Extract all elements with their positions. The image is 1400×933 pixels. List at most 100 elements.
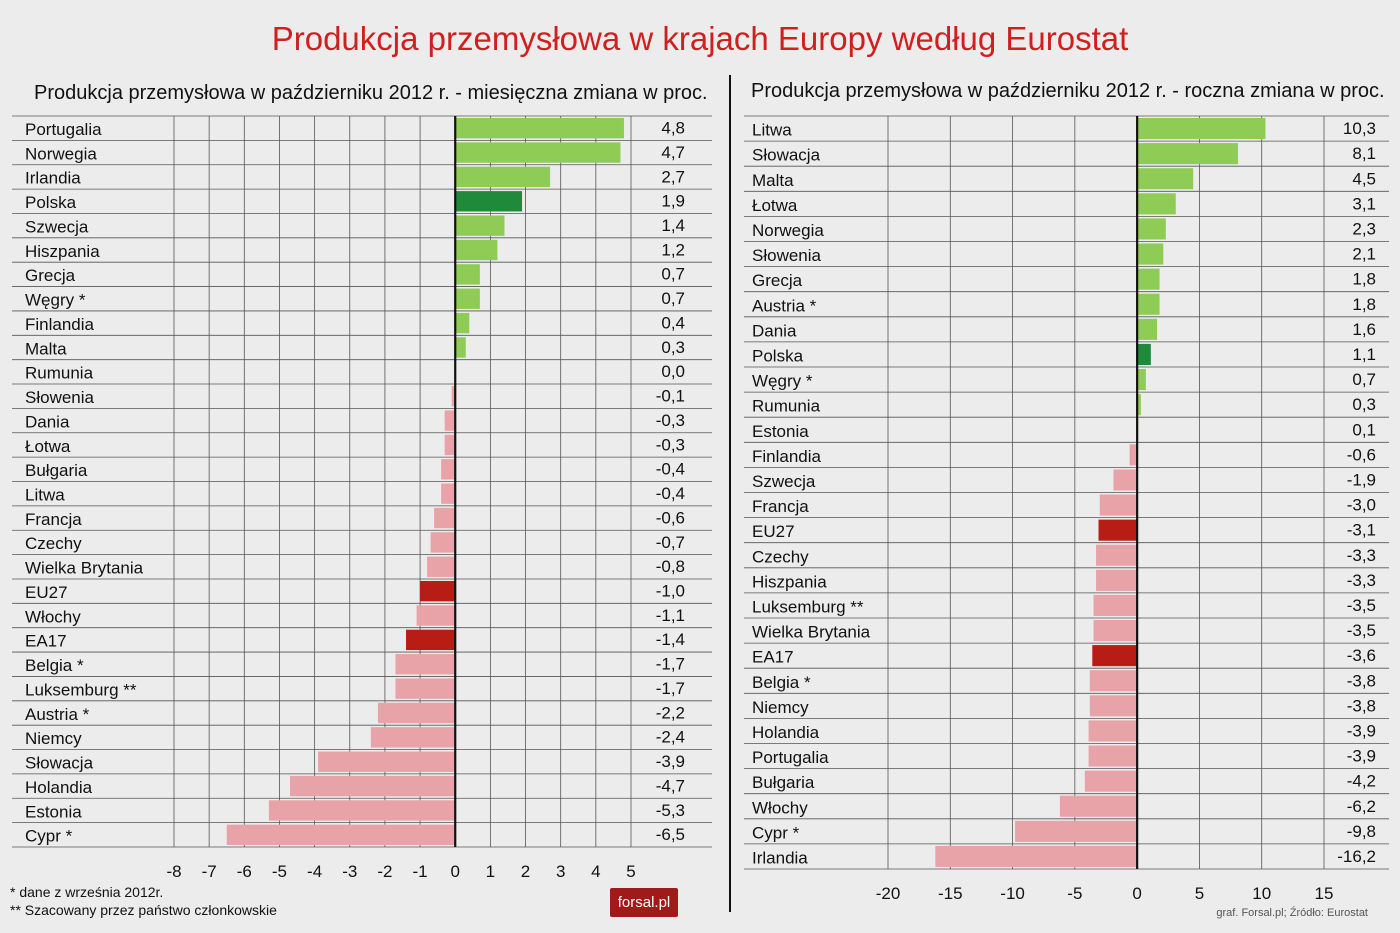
- left-value-label: 0,0: [661, 362, 685, 381]
- left-bar: [427, 556, 456, 577]
- left-value-label: -1,1: [656, 606, 685, 625]
- right-value-label: 8,1: [1352, 144, 1376, 163]
- right-value-label: 0,1: [1352, 420, 1376, 439]
- left-value-label: -1,0: [656, 582, 685, 601]
- left-value-label: -1,7: [656, 679, 685, 698]
- right-bar: [1099, 494, 1138, 516]
- right-value-label: -6,2: [1347, 797, 1376, 816]
- right-value-label: 3,1: [1352, 194, 1376, 213]
- right-value-label: -3,8: [1347, 671, 1376, 690]
- right-category-label: Łotwa: [752, 196, 798, 215]
- left-x-tick: -7: [202, 862, 217, 881]
- left-bar: [455, 288, 480, 309]
- footnote-1: * dane z września 2012r.: [10, 884, 164, 900]
- right-category-label: Słowenia: [752, 246, 822, 265]
- left-category-label: Czechy: [25, 534, 82, 553]
- right-bar: [1113, 469, 1138, 491]
- right-bar: [1137, 318, 1158, 340]
- right-bar: [1137, 243, 1164, 265]
- right-category-label: Belgia *: [752, 673, 811, 692]
- right-value-label: -3,3: [1347, 546, 1376, 565]
- left-bar: [441, 483, 456, 504]
- right-category-label: Słowacja: [752, 146, 821, 165]
- left-category-label: Francja: [25, 510, 82, 529]
- right-x-tick: 15: [1315, 884, 1334, 903]
- right-bar: [1137, 268, 1160, 290]
- left-value-label: 0,7: [661, 265, 685, 284]
- left-bar: [441, 459, 456, 480]
- right-value-label: -4,2: [1347, 772, 1376, 791]
- right-category-label: Malta: [752, 171, 794, 190]
- right-category-label: Francja: [752, 497, 809, 516]
- left-value-label: 1,9: [661, 192, 685, 211]
- left-bar: [455, 191, 523, 212]
- right-category-label: Estonia: [752, 422, 809, 441]
- left-category-label: Malta: [25, 339, 67, 358]
- left-value-label: 1,4: [661, 216, 685, 235]
- right-bar: [1092, 645, 1138, 667]
- left-bar: [455, 337, 466, 358]
- left-value-label: 4,8: [661, 119, 685, 138]
- right-bar: [1096, 569, 1138, 591]
- right-category-label: Irlandia: [752, 848, 808, 867]
- right-bar: [1137, 118, 1266, 140]
- left-bar: [290, 775, 456, 797]
- right-category-label: EU27: [752, 522, 795, 541]
- left-category-label: Wielka Brytania: [25, 559, 144, 578]
- right-value-label: 1,6: [1352, 320, 1376, 339]
- left-value-label: -3,9: [656, 752, 685, 771]
- left-category-label: Holandia: [25, 778, 93, 797]
- left-category-label: Irlandia: [25, 169, 81, 188]
- right-category-label: Luksemburg **: [752, 597, 864, 616]
- left-bar: [455, 312, 470, 334]
- left-category-label: Belgia *: [25, 656, 84, 675]
- right-value-label: -3,0: [1347, 496, 1376, 515]
- left-bar: [455, 215, 505, 236]
- right-bar: [1098, 519, 1138, 541]
- left-value-label: -5,3: [656, 801, 685, 820]
- right-bar: [1137, 369, 1146, 391]
- right-value-label: -0,6: [1347, 445, 1376, 464]
- left-category-label: Grecja: [25, 266, 76, 285]
- left-category-label: Austria *: [25, 705, 90, 724]
- left-x-tick: -6: [237, 862, 252, 881]
- right-bar: [1137, 394, 1141, 416]
- right-category-label: Finlandia: [752, 447, 822, 466]
- left-value-label: -1,7: [656, 655, 685, 674]
- chart-divider: [729, 75, 731, 912]
- left-category-label: Polska: [25, 193, 77, 212]
- left-category-label: Norwegia: [25, 144, 97, 163]
- right-value-label: -9,8: [1347, 822, 1376, 841]
- right-bar: [1137, 343, 1151, 365]
- left-value-label: -0,4: [656, 460, 685, 479]
- right-value-label: -3,3: [1347, 571, 1376, 590]
- left-value-label: -2,4: [656, 728, 685, 747]
- left-value-label: 1,2: [661, 240, 685, 259]
- left-x-tick: 2: [521, 862, 530, 881]
- right-category-label: Litwa: [752, 121, 792, 140]
- right-value-label: -3,8: [1347, 696, 1376, 715]
- left-value-label: -0,6: [656, 508, 685, 527]
- left-bar: [444, 410, 456, 431]
- left-value-label: -0,3: [656, 411, 685, 430]
- left-bar: [455, 166, 551, 188]
- left-bar: [377, 702, 456, 724]
- right-value-label: 1,8: [1352, 270, 1376, 289]
- left-x-tick: -8: [166, 862, 181, 881]
- left-bar: [455, 264, 480, 285]
- right-bar: [935, 845, 1138, 867]
- left-category-label: Włochy: [25, 607, 81, 626]
- left-category-label: Dania: [25, 412, 70, 431]
- right-x-tick: -10: [1000, 884, 1025, 903]
- left-category-label: Portugalia: [25, 120, 102, 139]
- left-category-label: Słowenia: [25, 388, 95, 407]
- left-bar: [406, 629, 456, 651]
- right-bar: [1089, 670, 1138, 692]
- right-x-tick: 5: [1195, 884, 1204, 903]
- right-bar: [1137, 218, 1166, 240]
- left-category-label: Luksemburg **: [25, 680, 137, 699]
- right-value-label: -3,9: [1347, 747, 1376, 766]
- left-category-label: Bułgaria: [25, 461, 88, 480]
